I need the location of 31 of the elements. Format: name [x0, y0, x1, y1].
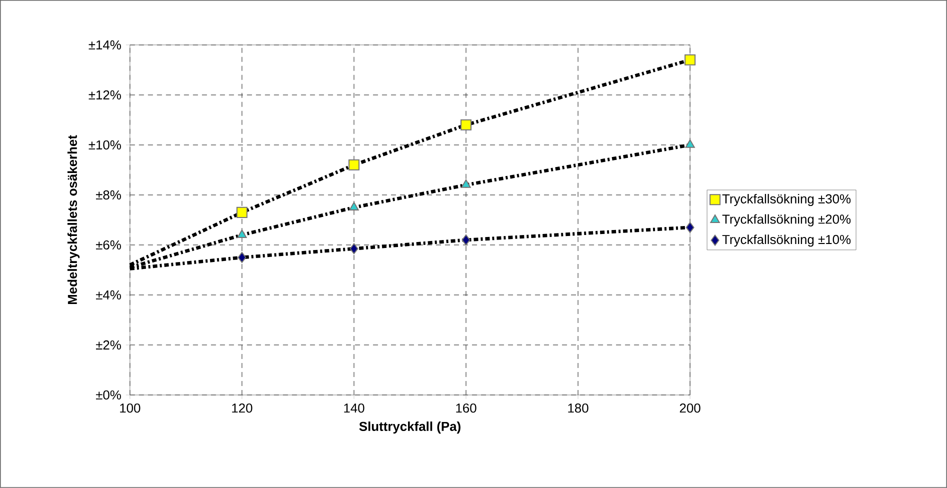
- legend-label: Tryckfallsökning ±10%: [722, 234, 851, 247]
- y-tick-label: ±10%: [88, 140, 121, 150]
- point: [238, 252, 246, 263]
- point: [348, 159, 360, 170]
- legend-label: Tryckfallsökning ±20%: [722, 214, 851, 226]
- x-tick-label: 120: [232, 404, 252, 413]
- point: [349, 202, 359, 210]
- point: [460, 119, 472, 130]
- point: [350, 243, 358, 254]
- y-tick-label: ±4%: [96, 290, 121, 300]
- x-axis-title: Sluttryckfall (Pa): [359, 422, 460, 434]
- point: [462, 234, 470, 246]
- point: [236, 206, 248, 218]
- y-tick-label: ±12%: [88, 90, 121, 100]
- point: [461, 179, 471, 188]
- point: [685, 139, 695, 148]
- x-tick-label: 200: [680, 404, 700, 413]
- y-tick-label: ±14%: [88, 40, 121, 50]
- point: [684, 54, 696, 66]
- x-tick-label: 160: [456, 404, 476, 413]
- x-tick-label: 180: [568, 404, 588, 413]
- point: [237, 229, 247, 238]
- y-tick-label: ±8%: [96, 190, 121, 200]
- point: [686, 222, 694, 233]
- y-tick-label: ±0%: [96, 390, 121, 400]
- x-tick-label: 100: [120, 404, 140, 413]
- y-tick-label: ±6%: [96, 240, 121, 250]
- y-tick-label: ±2%: [96, 340, 121, 350]
- legend-label: Tryckfallsökning ±30%: [722, 194, 851, 206]
- y-axis-title: Medeltryckfallets osäkerhet: [67, 135, 80, 304]
- x-tick-label: 140: [344, 404, 364, 413]
